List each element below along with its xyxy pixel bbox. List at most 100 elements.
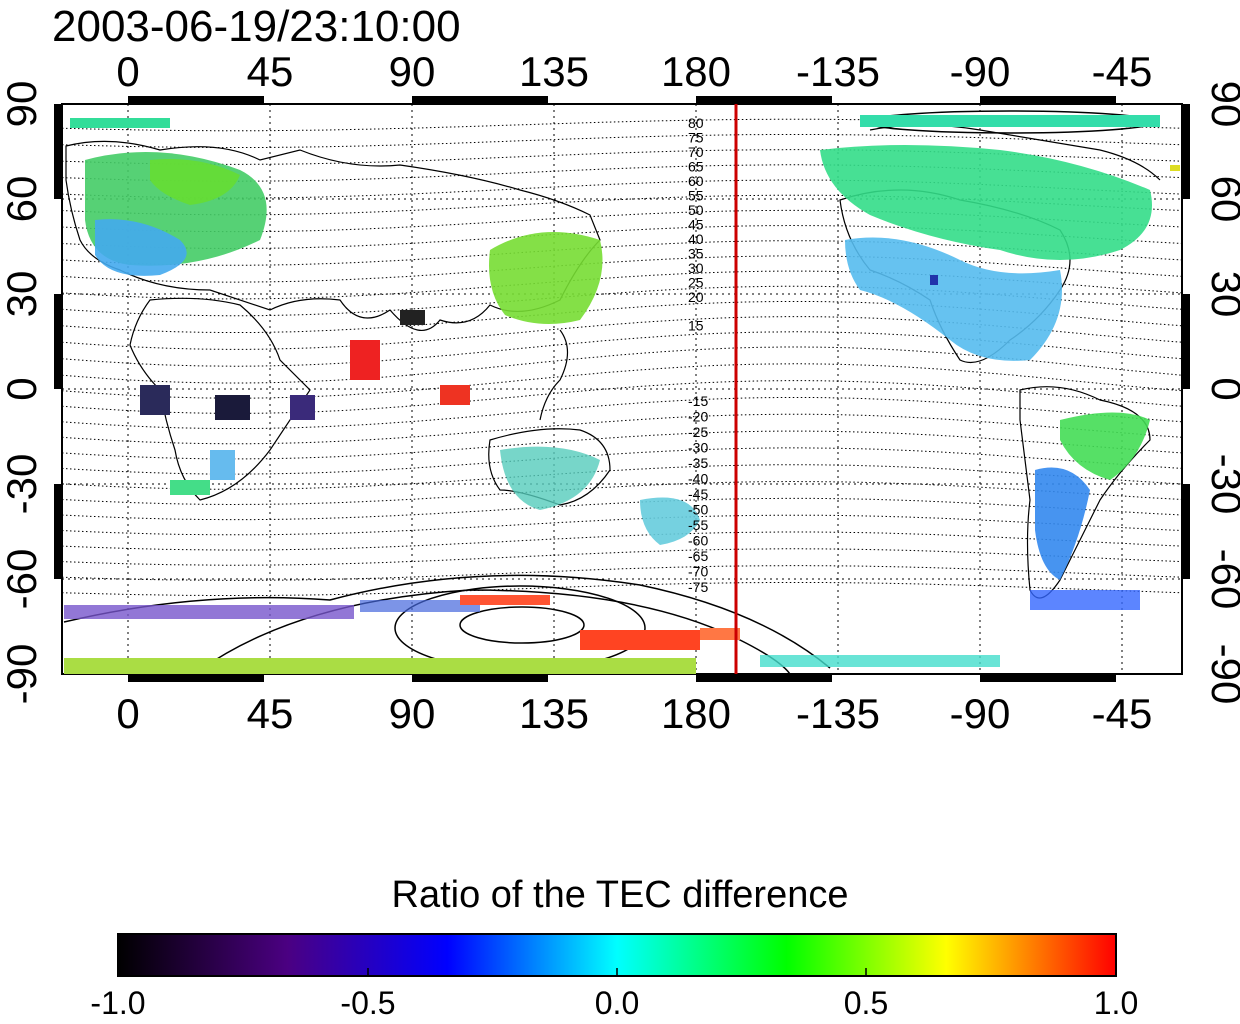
contour-line [62, 134, 1182, 148]
contour-line [62, 346, 1182, 384]
contour-label-north: 25 [688, 275, 704, 291]
right-lat-label: -30 [1203, 454, 1240, 515]
magnetic-latitude-contours [62, 118, 1182, 596]
left-lat-label: -30 [0, 454, 45, 515]
top-lon-label: 45 [247, 48, 294, 95]
contour-label-south: -40 [688, 471, 708, 487]
contour-line [62, 531, 1182, 551]
contour-line [62, 194, 1182, 216]
contour-label-north: 40 [688, 231, 704, 247]
contour-label-south: -75 [688, 579, 708, 595]
contour-label-north: 75 [688, 130, 704, 146]
right-lat-label: -60 [1203, 549, 1240, 610]
left-lat-label: 0 [0, 377, 45, 400]
contour-line [62, 548, 1182, 566]
right-lat-label: -90 [1203, 644, 1240, 705]
contour-label-north: 15 [688, 318, 704, 334]
left-lat-label: 90 [0, 81, 45, 128]
left-latitude-labels: 90 60 30 0 -30 -60 -90 [0, 81, 45, 705]
bottom-lon-label: 135 [519, 690, 589, 737]
colorbar-ticks [367, 968, 867, 976]
contour-line [62, 301, 1182, 333]
contour-line [62, 497, 1182, 521]
bottom-lon-label: 0 [116, 690, 139, 737]
bottom-lon-label: 180 [661, 690, 731, 737]
right-lat-label: 0 [1203, 377, 1240, 400]
contour-label-south: -70 [688, 564, 708, 580]
contour-line [62, 447, 1182, 475]
contour-label-south: -20 [688, 409, 708, 425]
top-lon-label: -135 [796, 48, 880, 95]
bottom-lon-label: -45 [1092, 690, 1153, 737]
contour-label-north: 55 [688, 188, 704, 204]
bottom-lon-label: 90 [389, 690, 436, 737]
contour-line [62, 582, 1182, 596]
contour-line [62, 464, 1182, 490]
contour-line [62, 480, 1182, 506]
tec-data-patches [64, 115, 1180, 674]
contour-label-north: 65 [688, 159, 704, 175]
right-latitude-labels: 90 60 30 0 -30 -60 -90 [1203, 81, 1240, 705]
contour-label-south: -50 [688, 502, 708, 518]
contour-label-north: 70 [688, 144, 704, 160]
top-lon-label: -90 [950, 48, 1011, 95]
contour-line [62, 380, 1182, 414]
contour-label-north: 35 [688, 246, 704, 262]
contour-label-north: 30 [688, 260, 704, 276]
contour-label-north: 60 [688, 173, 704, 189]
left-lat-label: 60 [0, 176, 45, 223]
contour-line [62, 413, 1182, 445]
right-lat-label: 60 [1203, 176, 1240, 223]
contour-label-north: 50 [688, 202, 704, 218]
top-longitude-labels: 0 45 90 135 180 -135 -90 -45 [116, 48, 1152, 95]
contour-line [62, 514, 1182, 536]
contour-line [62, 331, 1182, 367]
right-lat-label: 30 [1203, 271, 1240, 318]
colorbar-tick-label: 1.0 [1093, 985, 1139, 1021]
contour-line [62, 224, 1182, 250]
top-lon-label: 180 [661, 48, 731, 95]
bottom-lon-label: -135 [796, 690, 880, 737]
contour-line [62, 118, 1182, 132]
contour-line [62, 149, 1182, 165]
bottom-lon-label: 45 [247, 690, 294, 737]
contour-label-south: -25 [688, 424, 708, 440]
top-lon-label: 0 [116, 48, 139, 95]
colorbar-tick-label: -0.5 [340, 985, 396, 1021]
contour-line [62, 179, 1182, 199]
top-lon-label: 90 [389, 48, 436, 95]
left-lat-label: -60 [0, 549, 45, 610]
contour-label-south: -15 [688, 393, 708, 409]
bottom-longitude-labels: 0 45 90 135 180 -135 -90 -45 [116, 690, 1152, 737]
contour-label-south: -65 [688, 548, 708, 564]
colorbar [117, 933, 1117, 977]
map-timestamp: 2003-06-19/23:10:00 [52, 2, 461, 51]
contour-line [62, 164, 1182, 182]
colorbar-tick-label: 0.0 [594, 985, 640, 1021]
contour-line [62, 209, 1182, 233]
contour-label-north: 20 [688, 289, 704, 305]
edge-tick-bars [54, 96, 1190, 682]
top-lon-label: -45 [1092, 48, 1153, 95]
contour-line [62, 240, 1182, 266]
contour-line [62, 397, 1182, 429]
contour-label-south: -30 [688, 440, 708, 456]
contour-line [62, 363, 1182, 399]
top-lon-label: 135 [519, 48, 589, 95]
right-lat-label: 90 [1203, 81, 1240, 128]
contour-line [62, 316, 1182, 350]
left-lat-label: 30 [0, 271, 45, 318]
contour-label-south: -55 [688, 517, 708, 533]
contour-label-south: -35 [688, 455, 708, 471]
contour-label-north: 80 [688, 115, 704, 131]
contour-label-south: -60 [688, 533, 708, 549]
colorbar-tick-label: 0.5 [843, 985, 889, 1021]
contour-line [62, 285, 1182, 317]
colorbar-title: Ratio of the TEC difference [391, 874, 849, 916]
contour-line [62, 270, 1182, 300]
left-lat-label: -90 [0, 644, 45, 705]
contour-label-north: 45 [688, 217, 704, 233]
contour-line [62, 255, 1182, 283]
